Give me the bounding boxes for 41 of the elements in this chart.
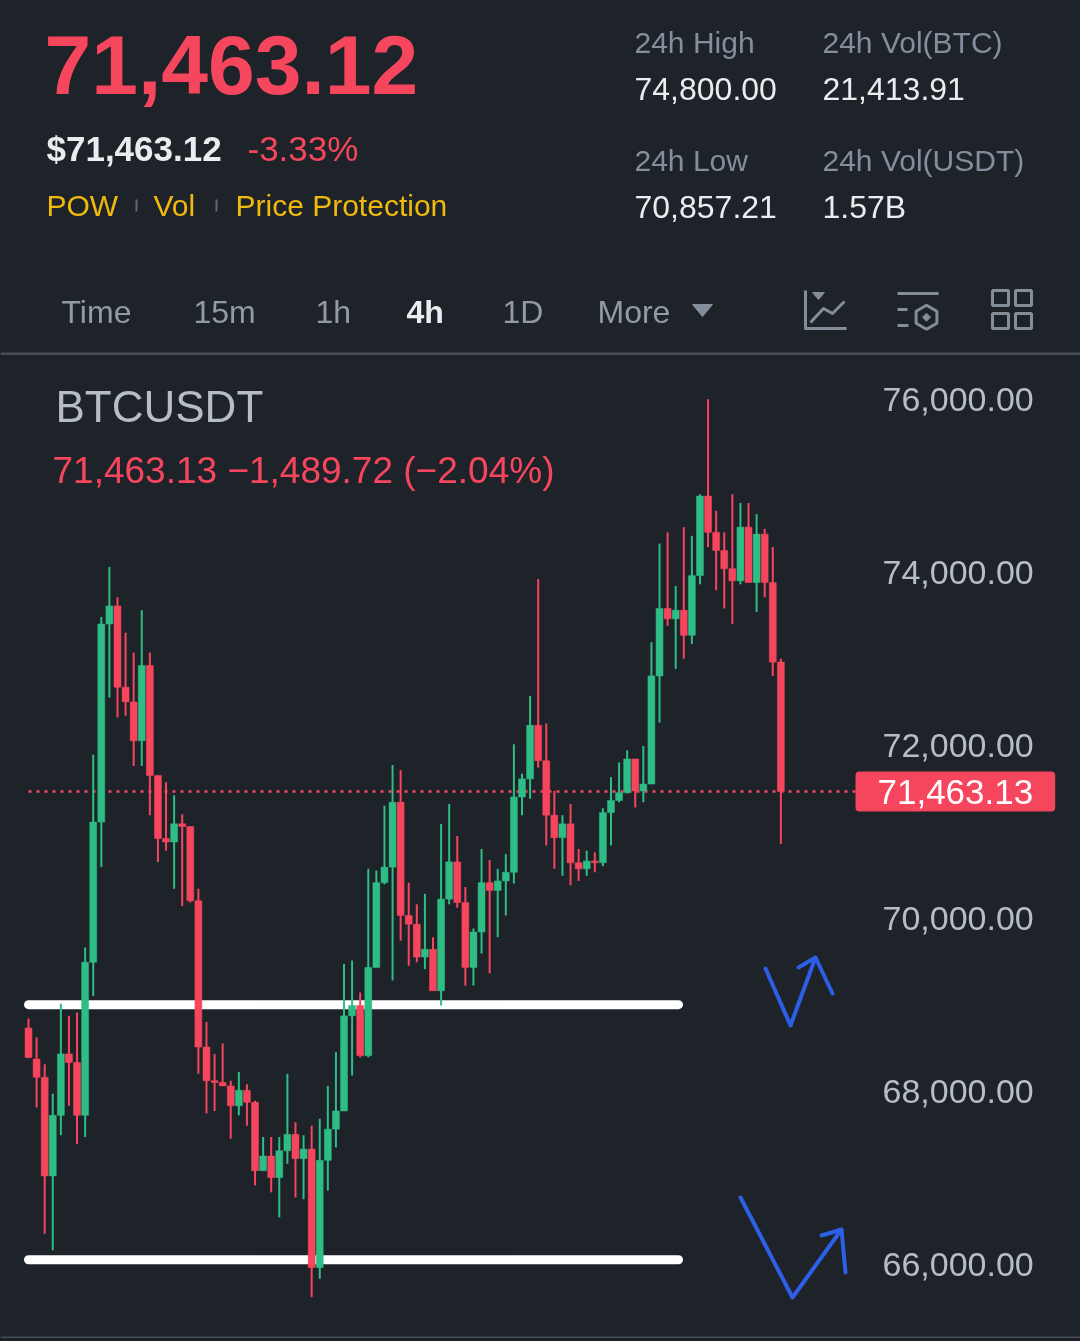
text: -3.33% (247, 129, 359, 168)
candlestick (299, 1134, 308, 1201)
text: POW (46, 189, 119, 222)
candlestick (663, 531, 672, 627)
candlestick (421, 892, 429, 971)
candlestick (558, 814, 567, 877)
candlestick (485, 859, 494, 975)
text: Time (61, 293, 132, 330)
text: 1D (502, 293, 544, 330)
text: 24h High (634, 26, 755, 59)
text: $71,463.12 (46, 129, 222, 168)
candlestick (267, 1135, 275, 1194)
y-tick-label: 74,000.00 (882, 552, 1034, 591)
text: More (597, 293, 671, 330)
text: 71,463.13 −1,489.72 (−2.04%) (52, 450, 555, 491)
candlestick (259, 1135, 267, 1172)
y-tick-label: 66,000.00 (882, 1244, 1034, 1283)
text: 71,463.12 (44, 17, 419, 112)
candlestick (235, 1071, 243, 1117)
text: 1h (315, 293, 352, 330)
text: 70,857.21 (634, 188, 777, 225)
text: Vol (153, 189, 196, 222)
text: 24h Vol(USDT) (822, 144, 1025, 177)
y-tick-label: 72,000.00 (882, 725, 1034, 764)
y-tick-label: 68,000.00 (882, 1071, 1034, 1110)
text: 24h Vol(BTC) (822, 26, 1003, 59)
text: 24h Low (634, 144, 749, 177)
candlestick (582, 849, 591, 877)
candlestick (591, 851, 599, 874)
candlestick (170, 794, 178, 890)
ref-line-label: 71,463.13 (877, 771, 1034, 811)
text: Price Protection (235, 189, 448, 222)
text: 21,413.91 (822, 70, 965, 107)
y-tick-label: 70,000.00 (882, 898, 1034, 937)
text: 74,800.00 (634, 70, 777, 107)
text: 15m (193, 293, 256, 330)
candlestick (671, 584, 680, 671)
text: 4h (406, 293, 444, 330)
text: 1.57B (822, 188, 907, 225)
text: BTCUSDT (55, 382, 264, 431)
y-tick-label: 76,000.00 (882, 379, 1034, 418)
